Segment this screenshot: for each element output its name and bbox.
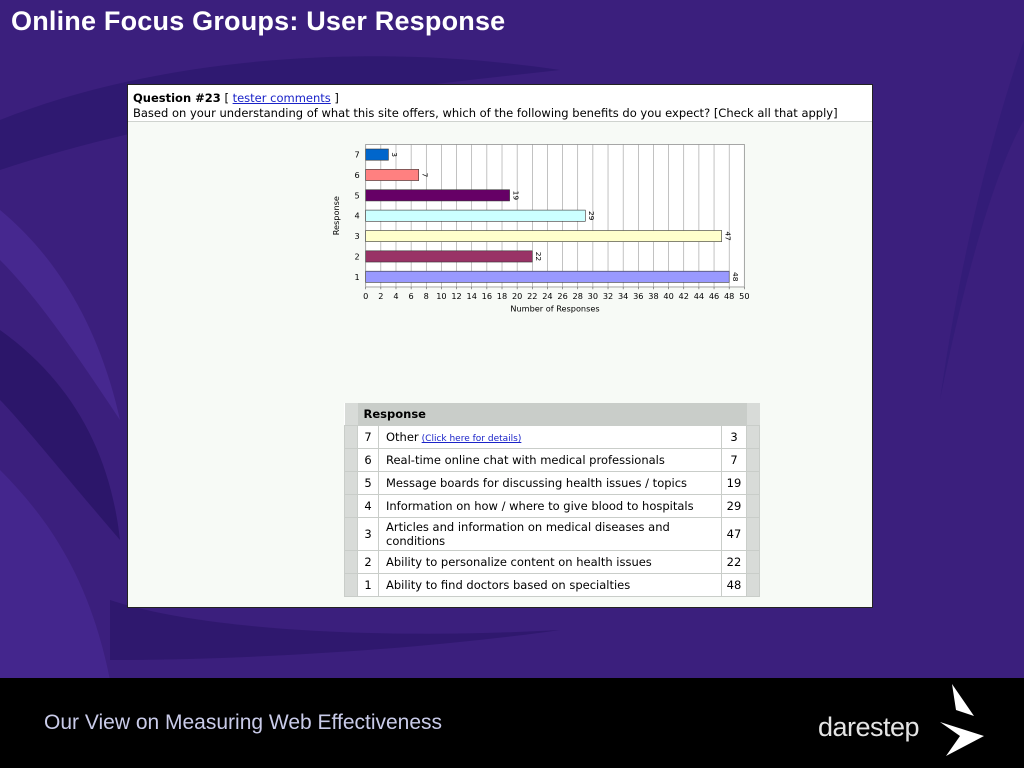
x-tick-label: 28	[573, 291, 583, 301]
bar	[365, 230, 722, 242]
y-tick-label: 7	[355, 150, 360, 160]
question-text: Based on your understanding of what this…	[133, 106, 838, 120]
y-tick-label: 2	[355, 251, 360, 261]
y-tick-label: 6	[355, 170, 360, 180]
header-spacer-right	[746, 403, 760, 426]
bar	[365, 270, 730, 283]
table-row: 7 Other (Click here for details) 3	[344, 425, 760, 449]
x-tick-label: 14	[467, 291, 477, 301]
row-count: 7	[721, 448, 747, 472]
row-label-text: Other	[386, 430, 419, 444]
x-tick-label: 6	[409, 291, 414, 301]
question-number: Question #23	[133, 91, 221, 105]
row-label: Ability to find doctors based on special…	[378, 573, 722, 597]
x-tick-label: 46	[709, 291, 719, 301]
slide-title: Online Focus Groups: User Response	[11, 6, 506, 36]
row-label: Real-time online chat with medical profe…	[378, 448, 722, 472]
table-header: Response	[357, 403, 747, 426]
logo-wordmark: darestep	[818, 712, 920, 742]
x-tick-label: 24	[542, 291, 552, 301]
x-tick-label: 2	[378, 291, 383, 301]
row-number: 6	[357, 448, 379, 472]
logo-chevron-icon	[940, 684, 984, 756]
row-label: Ability to personalize content on health…	[378, 550, 722, 574]
row-number: 7	[357, 425, 379, 449]
x-axis-label: Number of Responses	[510, 303, 599, 313]
row-label: Articles and information on medical dise…	[378, 517, 722, 551]
x-tick-label: 36	[633, 291, 643, 301]
response-table: Response 7 Other (Click here for details)…	[344, 403, 760, 597]
row-count: 48	[721, 573, 747, 597]
table-header-row: Response	[344, 403, 760, 426]
x-tick-label: 20	[512, 291, 522, 301]
y-tick-label: 1	[355, 272, 360, 282]
x-tick-label: 18	[497, 291, 507, 301]
row-number: 1	[357, 573, 379, 597]
bar	[365, 169, 420, 181]
table-row: 1 Ability to find doctors based on speci…	[344, 573, 760, 597]
data-label: 22	[534, 252, 543, 261]
x-tick-label: 48	[724, 291, 734, 301]
x-tick-label: 32	[603, 291, 613, 301]
tester-comments-link[interactable]: tester comments	[232, 91, 331, 105]
question-header: Question #23 [ tester comments ] Based o…	[128, 85, 872, 122]
x-tick-label: 40	[663, 291, 673, 301]
table-row: 2 Ability to personalize content on heal…	[344, 550, 760, 574]
row-number: 4	[357, 494, 379, 518]
row-label: Information on how / where to give blood…	[378, 494, 722, 518]
x-tick-label: 8	[424, 291, 429, 301]
header-spacer	[344, 403, 358, 426]
darestep-logo: darestep	[816, 682, 986, 762]
bar	[365, 148, 389, 161]
footer-tagline: Our View on Measuring Web Effectiveness	[44, 711, 443, 734]
row-count: 3	[721, 425, 747, 449]
x-tick-label: 30	[588, 291, 598, 301]
response-bar-chart: 0 2 4 6 8 10 12 14 16 18 20 22 24 26 28 30 32 34 36 38 40 42 4…	[331, 144, 750, 313]
x-tick-label: 4	[393, 291, 398, 301]
x-tick-label: 42	[679, 291, 689, 301]
x-tick-label: 34	[618, 291, 628, 301]
x-tick-label: 12	[451, 291, 461, 301]
survey-panel: Question #23 [ tester comments ] Based o…	[127, 84, 873, 608]
footer-bar: Our View on Measuring Web Effectiveness …	[0, 678, 1024, 768]
data-label: 7	[420, 173, 429, 178]
data-label: 19	[511, 191, 520, 201]
row-count: 29	[721, 494, 747, 518]
row-label: Other (Click here for details)	[378, 425, 722, 449]
y-axis-label: Response	[331, 196, 341, 235]
row-count: 19	[721, 471, 747, 495]
x-tick-label: 22	[527, 291, 537, 301]
x-tick-label: 10	[436, 291, 446, 301]
table-row: 5 Message boards for discussing health i…	[344, 471, 760, 495]
question-heading: Question #23 [ tester comments ]	[133, 91, 339, 105]
y-tick-label: 3	[355, 231, 360, 241]
table-row: 4 Information on how / where to give blo…	[344, 494, 760, 518]
row-number: 2	[357, 550, 379, 574]
x-tick-label: 38	[648, 291, 658, 301]
row-number: 3	[357, 517, 379, 551]
x-tick-label: 50	[739, 291, 749, 301]
row-number: 5	[357, 471, 379, 495]
x-tick-label: 26	[557, 291, 567, 301]
y-tick-label: 5	[355, 190, 360, 200]
x-tick-label: 16	[482, 291, 492, 301]
data-label: 29	[587, 211, 596, 221]
data-label: 3	[390, 152, 399, 157]
details-link[interactable]: (Click here for details)	[421, 434, 522, 444]
data-label: 47	[723, 231, 732, 241]
y-tick-label: 4	[355, 211, 360, 221]
bracket-open: [	[224, 91, 229, 105]
bracket-close: ]	[334, 91, 339, 105]
x-tick-label: 0	[363, 291, 368, 301]
bar	[365, 209, 586, 222]
x-tick-label: 44	[694, 291, 704, 301]
bar	[365, 250, 533, 263]
data-label: 48	[731, 272, 740, 282]
row-count: 22	[721, 550, 747, 574]
table-row: 6 Real-time online chat with medical pro…	[344, 448, 760, 472]
table-row: 3 Articles and information on medical di…	[344, 517, 760, 551]
row-count: 47	[721, 517, 747, 551]
row-label: Message boards for discussing health iss…	[378, 471, 722, 495]
bar	[365, 189, 510, 202]
